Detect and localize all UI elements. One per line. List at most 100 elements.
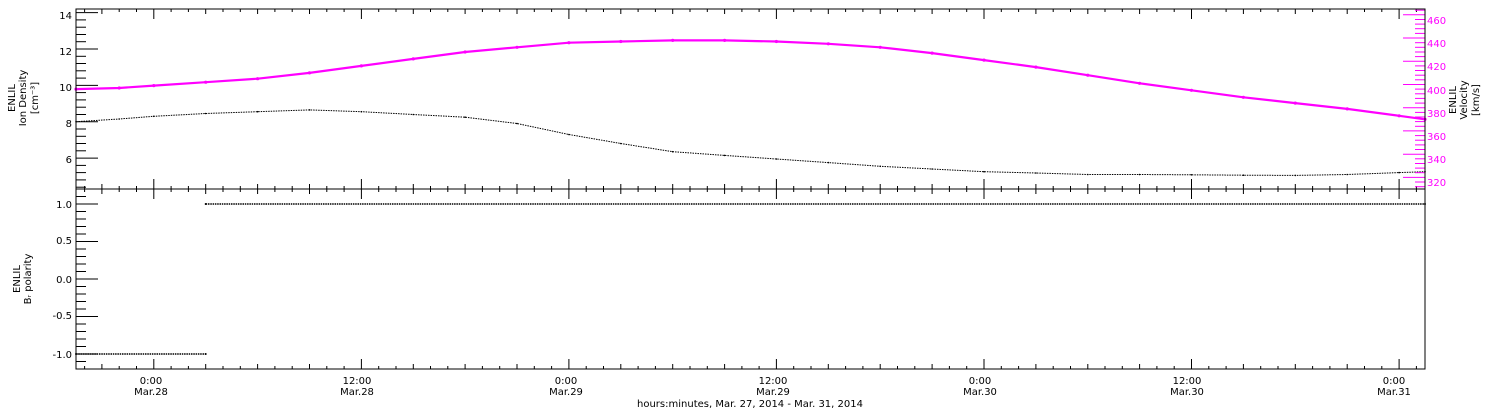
density-point [983,170,985,173]
density-point [118,118,120,120]
density-point [1346,173,1348,176]
density-point [1294,174,1297,177]
density-label-model: ENLIL [7,84,18,112]
velocity-point [1034,65,1038,69]
polarity-point [204,353,207,355]
x-axis-title: hours:minutes, Mar. 27, 2014 - Mar. 31, … [637,399,863,410]
x-tick-date: Mar.31 [1377,387,1411,398]
velocity-point [152,84,156,88]
x-tick-group: 12:00 Mar.28 [340,376,374,398]
velocity-axis-label: ENLIL Velocity [km/s] [1448,80,1482,119]
velocity-point [307,71,312,75]
density-point [1398,171,1400,174]
velocity-point [204,80,208,84]
density-tick-label: 14 [59,11,72,22]
velocity-point [1241,95,1245,99]
x-tick-time: 0:00 [969,376,991,387]
velocity-line [75,39,1426,121]
x-tick-time: 12:00 [1173,376,1202,387]
polarity-tick-label: 0.5 [56,236,72,247]
velocity-point [671,38,675,43]
x-tick-group: 0:00 Mar.30 [963,376,997,398]
velocity-tick-label: 360 [1427,132,1446,143]
density-point [671,150,674,153]
velocity-point [1189,88,1194,92]
density-point [1087,173,1089,176]
bottom-panel-frame [75,188,1426,370]
x-tick-group: 0:00 Mar.29 [549,376,583,398]
x-tick-time: 0:00 [140,376,162,387]
velocity-point [930,51,934,55]
x-tick-time: 12:00 [343,376,372,387]
velocity-tick-label: 460 [1427,16,1446,27]
x-tick-group: 12:00 Mar.30 [1170,376,1204,398]
polarity-label-model: ENLIL [12,265,23,293]
polarity-tick-label: 0.0 [56,275,72,286]
velocity-label-unit: [km/s] [1471,84,1482,116]
velocity-point [1293,101,1297,105]
density-point [620,142,622,145]
density-point [879,165,881,168]
velocity-tick-label: 380 [1427,109,1446,120]
axis-ticks-layer [76,9,1425,370]
velocity-point [774,39,779,44]
density-point [1035,172,1037,174]
x-tick-group: 12:00 Mar.29 [756,376,790,398]
density-point [568,133,570,136]
velocity-point [723,38,727,43]
velocity-label-model: ENLIL [1448,86,1459,114]
density-point [1242,174,1245,176]
velocity-point [1138,81,1142,85]
x-tick-time: 12:00 [759,376,788,387]
velocity-point [1397,114,1401,118]
velocity-point [826,42,830,46]
velocity-point [1086,73,1090,77]
polarity-tick-label: -0.5 [52,311,72,322]
velocity-point [117,86,121,90]
velocity-point [878,45,882,49]
density-point [1190,174,1193,176]
density-point [153,115,155,118]
x-tick-date: Mar.29 [756,387,790,398]
polarity-axis-label: ENLIL Bᵣ polarity [12,254,34,305]
velocity-point [256,77,260,81]
density-tick-label: 8 [66,119,72,130]
density-point [1138,173,1141,176]
velocity-point [567,41,571,45]
density-point [516,122,518,125]
density-tick-label: 10 [59,83,72,94]
velocity-point [463,50,467,54]
x-tick-date: Mar.28 [134,387,168,398]
velocity-tick-label: 340 [1427,155,1446,166]
polarity-tick-label: -1.0 [52,350,72,361]
velocity-point [1345,107,1349,111]
x-tick-group: 0:00 Mar.28 [134,376,168,398]
x-tick-time: 0:00 [555,376,577,387]
density-point [308,109,311,111]
velocity-tick-label: 400 [1427,86,1446,97]
density-point [464,116,466,118]
density-label-unit: [cm⁻³] [30,82,41,114]
x-tick-time: 0:00 [1383,376,1405,387]
density-point [827,161,830,164]
density-axis-label: ENLIL Ion Density [cm⁻³] [7,70,41,127]
velocity-point [515,45,519,49]
x-tick-date: Mar.30 [963,387,997,398]
top-series-layer [74,38,1427,177]
x-tick-date: Mar.28 [340,387,374,398]
density-point [256,110,259,113]
velocity-tick-label: 320 [1427,178,1446,189]
density-tick-label: 6 [66,155,72,166]
polarity-tick-label: 1.0 [56,200,72,211]
x-tick-group: 0:00 Mar.31 [1377,376,1411,398]
x-tick-date: Mar.30 [1170,387,1204,398]
density-point [775,158,778,160]
density-label-quantity: Ion Density [18,70,29,127]
polarity-point [204,203,207,205]
x-tick-date: Mar.29 [549,387,583,398]
density-point [360,110,363,113]
density-tick-label: 12 [59,47,72,58]
density-point [723,154,726,157]
